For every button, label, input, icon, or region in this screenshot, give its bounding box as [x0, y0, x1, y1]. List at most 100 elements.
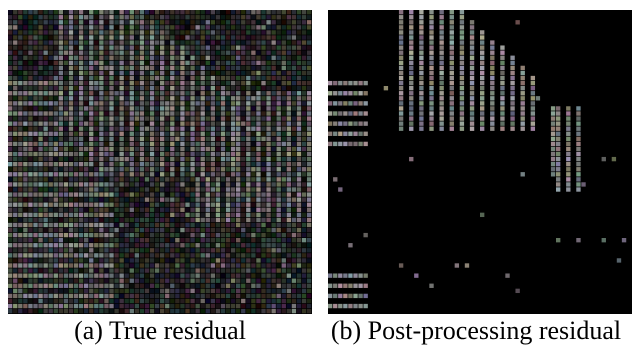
residual-pixel	[409, 101, 414, 106]
residual-pixel	[363, 111, 368, 116]
residual-pixel	[109, 106, 114, 111]
residual-pixel	[63, 263, 69, 268]
residual-pixel	[28, 45, 33, 50]
residual-pixel	[220, 156, 226, 162]
residual-pixel	[114, 86, 119, 91]
residual-pixel	[170, 80, 175, 86]
residual-pixel	[124, 25, 129, 30]
residual-pixel	[185, 222, 190, 228]
residual-pixel	[398, 75, 404, 81]
residual-pixel	[149, 288, 155, 294]
residual-pixel	[510, 126, 515, 131]
residual-pixel	[78, 167, 84, 172]
residual-pixel	[99, 136, 104, 142]
residual-pixel	[38, 126, 43, 131]
residual-pixel	[251, 308, 256, 314]
residual-pixel	[119, 248, 124, 253]
residual-pixel	[58, 80, 64, 86]
residual-pixel	[114, 172, 119, 177]
residual-pixel	[18, 40, 23, 45]
residual-pixel	[200, 40, 205, 45]
residual-pixel	[306, 45, 312, 50]
residual-pixel	[139, 60, 145, 66]
residual-pixel	[348, 101, 353, 106]
residual-pixel	[220, 217, 226, 223]
residual-pixel	[261, 146, 266, 152]
residual-pixel	[236, 156, 241, 162]
residual-pixel	[205, 278, 210, 283]
residual-pixel	[205, 182, 210, 187]
residual-pixel	[13, 141, 18, 147]
residual-pixel	[175, 111, 180, 116]
residual-pixel	[154, 10, 160, 15]
residual-pixel	[165, 283, 170, 288]
residual-pixel	[419, 55, 424, 60]
residual-pixel	[154, 40, 160, 45]
residual-pixel	[225, 10, 231, 15]
residual-pixel	[109, 20, 114, 25]
residual-pixel	[114, 126, 119, 131]
residual-pixel	[149, 253, 155, 258]
residual-pixel	[99, 91, 104, 96]
residual-pixel	[449, 70, 454, 76]
residual-pixel	[215, 20, 221, 25]
residual-pixel	[68, 15, 74, 20]
residual-pixel	[429, 91, 434, 96]
residual-pixel	[180, 288, 185, 294]
residual-pixel	[271, 75, 276, 81]
residual-pixel	[154, 227, 160, 233]
residual-pixel	[566, 162, 571, 167]
residual-pixel	[256, 187, 261, 192]
residual-pixel	[43, 20, 48, 25]
residual-pixel	[306, 25, 312, 30]
residual-pixel	[144, 207, 150, 212]
residual-pixel	[220, 10, 226, 15]
residual-pixel	[53, 197, 58, 202]
residual-pixel	[104, 30, 109, 35]
residual-pixel	[58, 207, 64, 212]
residual-pixel	[190, 238, 195, 243]
residual-pixel	[99, 303, 104, 309]
residual-pixel	[266, 278, 271, 283]
residual-pixel	[296, 146, 302, 152]
residual-pixel	[28, 162, 33, 167]
residual-pixel	[566, 156, 571, 162]
residual-pixel	[129, 263, 134, 268]
residual-pixel	[281, 30, 286, 35]
residual-pixel	[556, 156, 561, 162]
residual-pixel	[281, 40, 286, 45]
residual-pixel	[144, 227, 150, 233]
residual-pixel	[139, 212, 145, 218]
residual-pixel	[459, 45, 465, 50]
residual-pixel	[129, 248, 134, 253]
residual-pixel	[99, 75, 104, 81]
residual-pixel	[469, 126, 475, 131]
residual-pixel	[195, 15, 200, 20]
residual-pixel	[266, 91, 271, 96]
residual-pixel	[129, 293, 134, 299]
residual-pixel	[73, 45, 79, 50]
residual-pixel	[99, 141, 104, 147]
residual-pixel	[190, 75, 195, 81]
residual-pixel	[251, 65, 256, 71]
residual-pixel	[99, 222, 104, 228]
residual-pixel	[13, 60, 18, 66]
residual-pixel	[195, 10, 200, 15]
residual-pixel	[170, 141, 175, 147]
residual-pixel	[459, 10, 465, 15]
residual-pixel	[53, 60, 58, 66]
residual-pixel	[500, 45, 505, 50]
residual-pixel	[119, 172, 124, 177]
residual-pixel	[73, 151, 79, 157]
residual-pixel	[190, 192, 195, 197]
residual-pixel	[94, 10, 99, 15]
residual-pixel	[175, 35, 180, 40]
residual-pixel	[33, 293, 38, 299]
residual-pixel	[271, 182, 276, 187]
residual-pixel	[419, 86, 424, 91]
caption-post-processing-residual: (b) Post-processing residual	[330, 316, 622, 345]
residual-pixel	[94, 70, 99, 76]
residual-pixel	[576, 121, 581, 126]
residual-pixel	[48, 146, 53, 152]
residual-pixel	[328, 91, 333, 96]
